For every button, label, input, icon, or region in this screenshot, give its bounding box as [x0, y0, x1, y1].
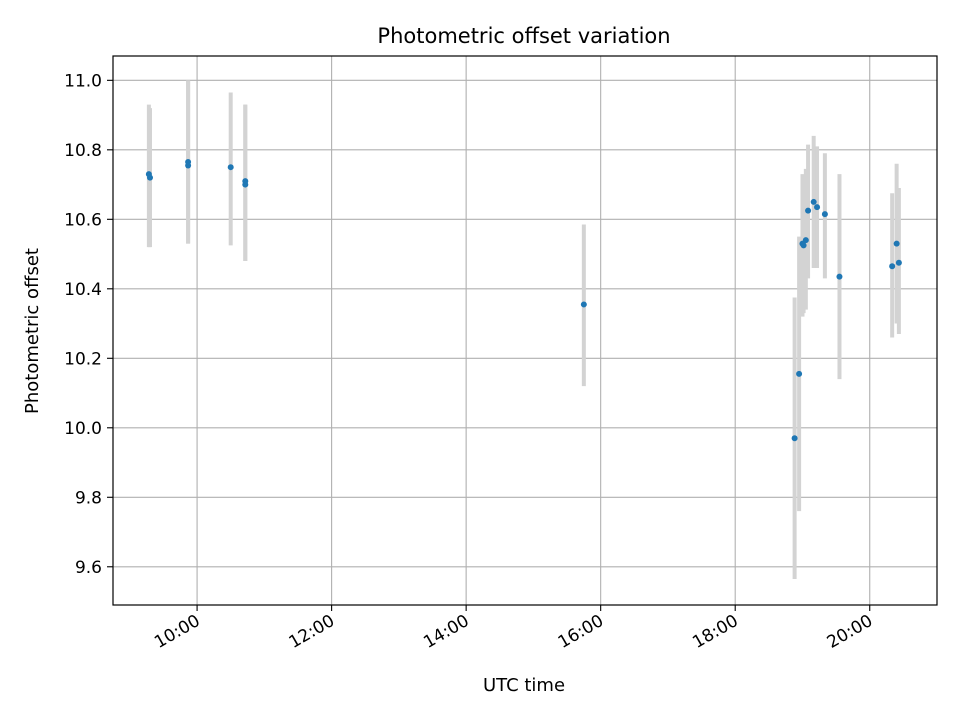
- data-point: [810, 198, 817, 205]
- y-tick-label: 10.8: [64, 141, 102, 161]
- y-tick-label: 10.4: [64, 280, 102, 300]
- y-tick-label: 9.8: [75, 488, 102, 508]
- data-points: [145, 158, 902, 442]
- y-tick-label: 10.2: [64, 349, 102, 369]
- y-tick-label: 9.6: [75, 558, 102, 578]
- x-tick-label: 20:00: [824, 611, 876, 653]
- x-tick-label: 16:00: [555, 611, 607, 653]
- error-bars: [146, 80, 901, 579]
- x-tick-label: 10:00: [151, 611, 203, 653]
- data-point: [893, 240, 900, 247]
- y-axis-label: Photometric offset: [22, 248, 43, 414]
- y-tick-label: 10.0: [64, 419, 102, 439]
- data-point: [580, 301, 587, 308]
- data-point: [889, 263, 896, 270]
- data-point: [802, 237, 809, 244]
- data-point: [805, 207, 812, 214]
- data-point: [227, 164, 234, 171]
- grid: [113, 56, 937, 605]
- chart-title: Photometric offset variation: [377, 24, 670, 48]
- plot-area: [112, 55, 938, 606]
- axis-ticks: 9.6 9.8 10.0 10.2 10.4 10.6 10.8 11.0 10:00 12:00…: [64, 71, 876, 653]
- data-point: [821, 211, 828, 218]
- x-tick-label: 14:00: [420, 611, 472, 653]
- data-point: [814, 204, 821, 211]
- x-axis-label: UTC time: [483, 675, 565, 696]
- data-point: [242, 181, 249, 188]
- x-tick-label: 12:00: [286, 611, 338, 653]
- y-tick-label: 11.0: [64, 71, 102, 91]
- data-point: [796, 370, 803, 377]
- data-point: [185, 162, 192, 169]
- data-point: [895, 259, 902, 266]
- data-point: [836, 273, 843, 280]
- data-point: [800, 242, 807, 249]
- data-point: [146, 174, 153, 181]
- data-point: [791, 435, 798, 442]
- x-tick-label: 18:00: [689, 611, 741, 653]
- y-tick-label: 10.6: [64, 210, 102, 230]
